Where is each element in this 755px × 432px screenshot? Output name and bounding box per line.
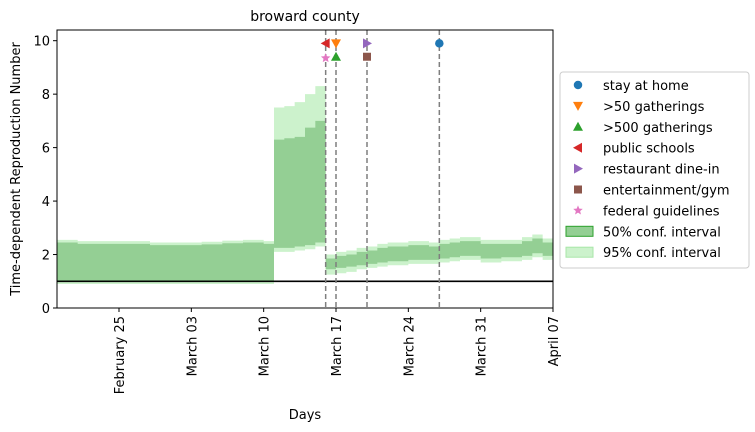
event-marker: [363, 38, 372, 49]
legend-label: federal guidelines: [603, 204, 720, 219]
legend-label: restaurant dine-in: [603, 163, 720, 178]
legend-label: 95% conf. interval: [603, 246, 721, 261]
y-tick-label: 8: [42, 88, 50, 103]
y-tick-label: 10: [33, 35, 50, 50]
x-tick-label: February 25: [113, 316, 128, 394]
x-tick-label: March 03: [185, 316, 200, 376]
x-tick-label: March 31: [475, 316, 490, 376]
legend-marker: [574, 163, 583, 174]
y-axis-label: Time-dependent Reproduction Number: [9, 42, 24, 297]
legend-box: [559, 71, 750, 269]
legend-label: stay at home: [603, 79, 689, 94]
event-markers: [320, 38, 444, 63]
legend-patch: [565, 225, 594, 237]
x-tick-label: March 17: [330, 316, 345, 376]
confidence-bands: [57, 86, 553, 284]
legend-label: >500 gatherings: [603, 121, 713, 136]
legend: stay at home >50 gatherings >500 gathering…: [559, 71, 750, 269]
event-marker: [320, 38, 330, 49]
y-tick-label: 2: [42, 249, 50, 264]
event-marker: [363, 52, 371, 61]
x-axis-label: Days: [289, 408, 322, 423]
y-axis-ticks: 0 2 4 6 8 10: [33, 35, 57, 317]
legend-patch: [565, 246, 594, 258]
x-tick-label: March 10: [258, 316, 273, 376]
legend-marker: [573, 101, 583, 111]
axes-frame: [56, 29, 554, 309]
event-marker: [320, 53, 331, 63]
y-tick-label: 0: [42, 302, 50, 317]
band-50-pct: [57, 120, 553, 282]
event-marker: [331, 51, 341, 61]
event-marker: [331, 39, 341, 49]
legend-label: >50 gatherings: [603, 100, 705, 115]
legend-marker: [573, 205, 583, 215]
y-tick-label: 4: [42, 195, 50, 210]
legend-label: 50% conf. interval: [603, 225, 721, 240]
legend-label: entertainment/gym: [603, 184, 730, 199]
legend-marker: [574, 185, 582, 194]
legend-marker: [573, 121, 583, 131]
x-tick-label: April 07: [547, 316, 562, 366]
legend-marker: [573, 142, 582, 153]
x-axis-ticks: February 25 March 03 March 10 March 17 March…: [113, 308, 562, 394]
event-marker: [435, 39, 444, 48]
chart-title: broward county: [250, 9, 360, 25]
y-tick-label: 6: [42, 142, 50, 157]
event-vlines: [324, 30, 441, 308]
x-tick-label: March 24: [402, 316, 417, 376]
legend-marker: [573, 80, 583, 90]
legend-label: public schools: [603, 142, 695, 157]
